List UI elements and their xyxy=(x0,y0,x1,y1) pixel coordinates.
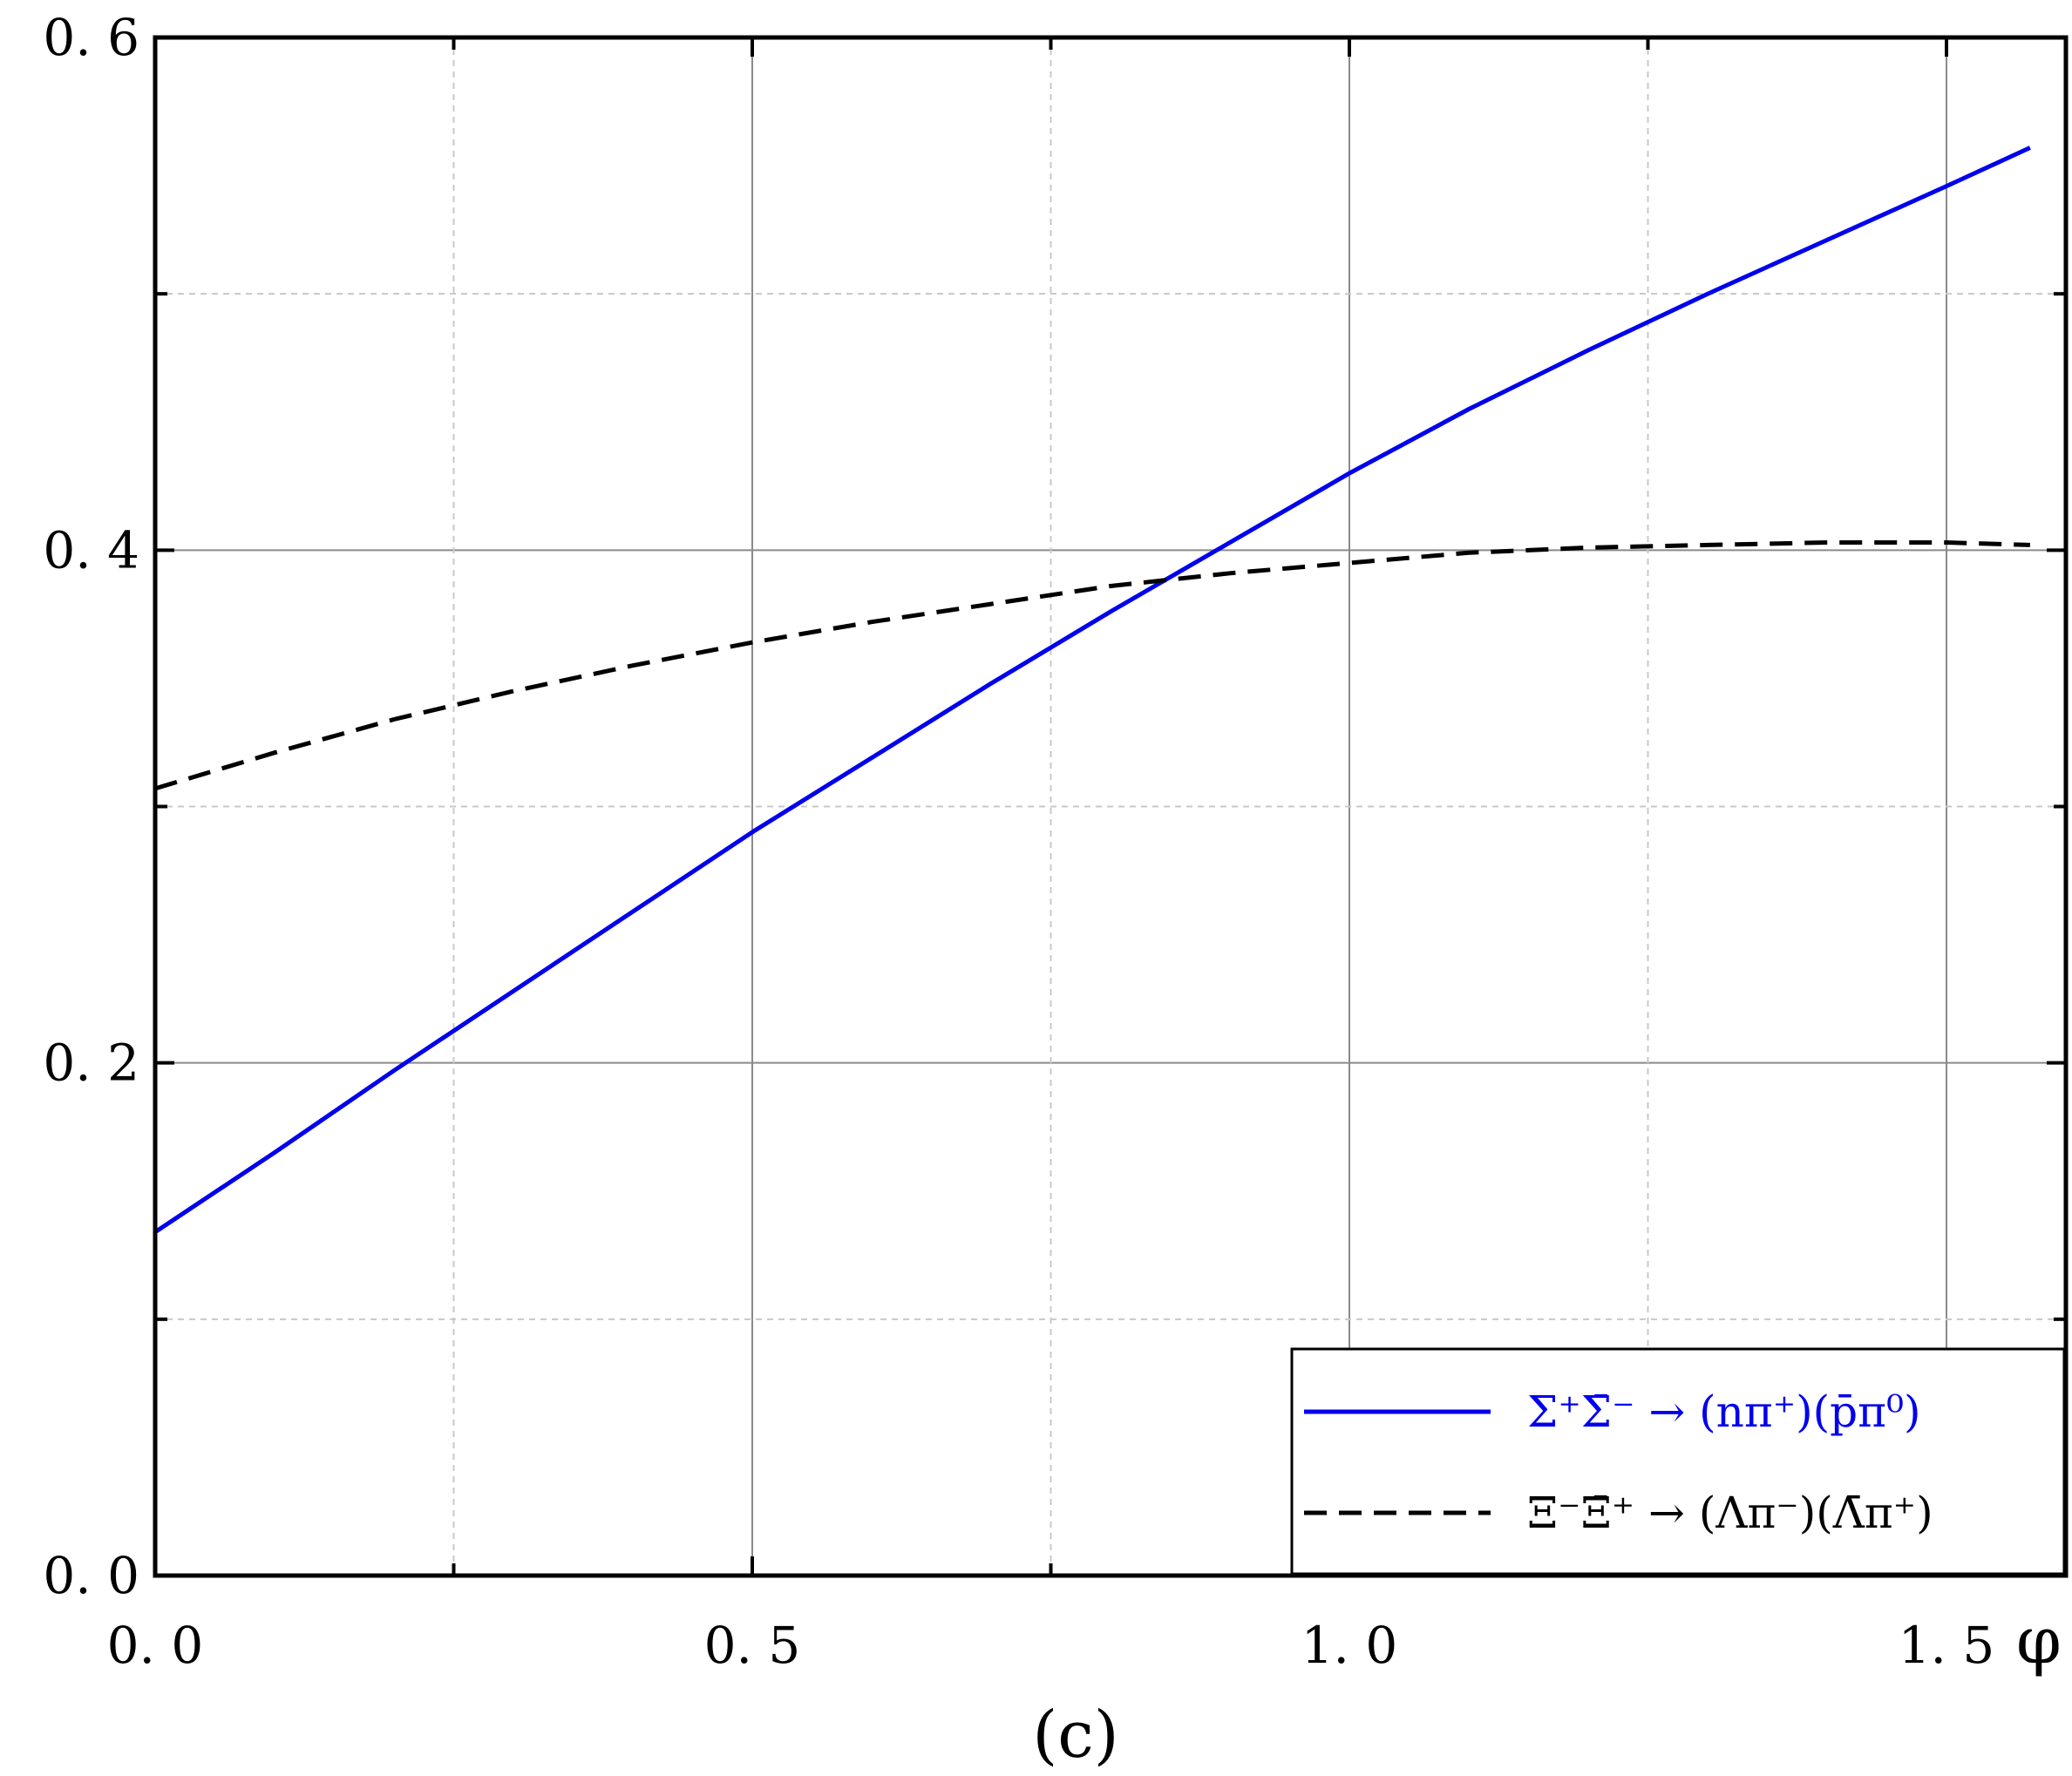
grid xyxy=(155,37,2066,1576)
series-line-2 xyxy=(154,540,2030,791)
y-tick-label: 0. 4 xyxy=(43,520,139,580)
x-tick-label: 0. 0 xyxy=(107,1616,204,1675)
legend: Σ⁺Σ̄⁻ → (nπ⁺)(p̄π⁰) Ξ⁻Ξ̄⁺ → (Λπ⁻)(Λ̄π⁺) xyxy=(1290,1347,2066,1576)
y-tick-label: 0. 6 xyxy=(43,8,139,67)
legend-label-1: Σ⁺Σ̄⁻ → (nπ⁺)(p̄π⁰) xyxy=(1527,1386,1921,1437)
y-tick-label: 0. 2 xyxy=(43,1034,139,1093)
x-tick-label: 0. 5 xyxy=(704,1616,801,1675)
series-group xyxy=(153,146,2031,1234)
x-tick-label: 1. 5 xyxy=(1899,1616,1995,1675)
x-axis-label: φ xyxy=(2016,1603,2062,1678)
legend-label-2: Ξ⁻Ξ̄⁺ → (Λπ⁻)(Λ̄π⁺) xyxy=(1527,1488,1933,1538)
tick-labels: 0. 0 0. 5 1. 0 1. 5 0. 0 0. 2 0. 4 0. 6 xyxy=(43,8,1994,1675)
x-tick-label: 1. 0 xyxy=(1301,1616,1398,1675)
legend-box xyxy=(1290,1347,2066,1576)
series-line-1 xyxy=(153,146,2031,1234)
y-tick-label: 0. 0 xyxy=(43,1546,139,1605)
panel-label: (c) xyxy=(1032,1698,1118,1773)
